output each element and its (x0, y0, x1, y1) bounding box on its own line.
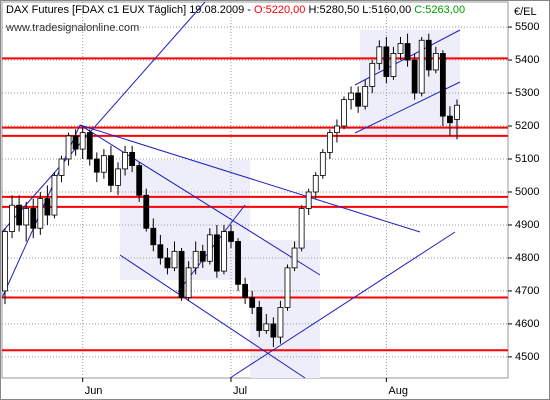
candle-body (390, 53, 397, 77)
candle-body (397, 43, 404, 54)
candle-body (213, 234, 220, 272)
candle-body (326, 132, 333, 153)
candle-body (58, 158, 65, 176)
candle-body (376, 46, 383, 64)
candle-body (100, 155, 107, 173)
candle-body (192, 250, 199, 269)
candle-body (284, 267, 291, 308)
candle-body (16, 204, 23, 226)
candle-body (143, 194, 150, 229)
candle-body (30, 208, 37, 229)
candle-body (72, 135, 79, 150)
candle-body (256, 307, 263, 331)
candle-body (270, 323, 277, 338)
candle-body (9, 204, 15, 232)
candle-body (108, 155, 114, 186)
y-tick-label: 5300 (515, 87, 539, 99)
y-tick-label: 4800 (515, 252, 539, 264)
candle-body (235, 241, 241, 285)
y-tick-label: 5100 (515, 153, 539, 165)
candle-body (65, 135, 72, 160)
candle-body (129, 151, 136, 166)
candle-body (199, 250, 206, 262)
y-axis-label: €/EL (514, 6, 537, 18)
candle-body (263, 323, 270, 331)
chart-title: DAX Futures [FDAX c1 EUX Täglich] 19.08.… (6, 4, 465, 16)
title-part: C:5263,00 (414, 4, 465, 16)
candle-body (157, 244, 164, 259)
title-part: DAX Futures [FDAX c1 EUX Täglich] 19.08.… (6, 4, 251, 16)
watermark: www.tradesignalonline.com (5, 22, 139, 34)
candle-body (164, 257, 171, 269)
x-tick-label: Jun (85, 385, 103, 397)
candle-body (221, 231, 227, 272)
candle-body (136, 165, 143, 196)
y-tick-label: 5400 (515, 54, 539, 66)
candle-body (206, 234, 213, 262)
candle-body (312, 175, 319, 193)
candle-body (277, 307, 284, 338)
candle-body (178, 250, 185, 298)
candle-body (185, 267, 192, 298)
candle-body (411, 59, 418, 94)
y-tick-label: 4700 (515, 285, 539, 297)
candle-body (115, 168, 121, 186)
candle-body (242, 283, 249, 298)
candle-body (362, 86, 369, 107)
x-tick-label: Jul (233, 385, 247, 397)
candle-body (355, 92, 362, 107)
y-tick-label: 5000 (515, 186, 539, 198)
candle-body (319, 151, 326, 176)
candle-body (291, 247, 298, 269)
y-tick-label: 4500 (515, 351, 539, 363)
candle-body (93, 158, 100, 173)
candle-body (432, 53, 439, 71)
candle-body (404, 43, 411, 61)
y-tick-label: 4600 (515, 318, 539, 330)
candle-body (369, 62, 376, 87)
candle-body (228, 231, 234, 242)
candle-body (2, 231, 8, 292)
y-tick-label: 4900 (515, 219, 539, 231)
candle-body (298, 208, 305, 249)
candle-body (23, 208, 30, 226)
candle-body (418, 39, 425, 94)
candle-body (122, 151, 128, 170)
candle-body (348, 92, 354, 101)
x-tick-label: Aug (388, 385, 408, 397)
candle-body (305, 191, 312, 209)
title-part: O:5220,00 (254, 4, 305, 16)
candle-body (51, 175, 58, 216)
candle-body (425, 39, 432, 71)
candle-body (150, 227, 157, 246)
candle-body (439, 53, 446, 117)
candle-body (341, 99, 347, 127)
candle-body (171, 250, 178, 269)
candle-body (334, 125, 340, 134)
candle-body (454, 104, 460, 120)
y-tick-label: 5200 (515, 120, 539, 132)
candle-body (249, 297, 256, 308)
candle-body (44, 198, 51, 216)
candle-body (383, 46, 390, 77)
candle-body (86, 132, 93, 160)
y-tick-label: 5500 (515, 21, 539, 33)
candle-body (447, 115, 453, 124)
title-part: H:5280,50 L:5160,00 (308, 4, 411, 16)
candle-body (79, 132, 86, 150)
candle-body (37, 198, 44, 229)
